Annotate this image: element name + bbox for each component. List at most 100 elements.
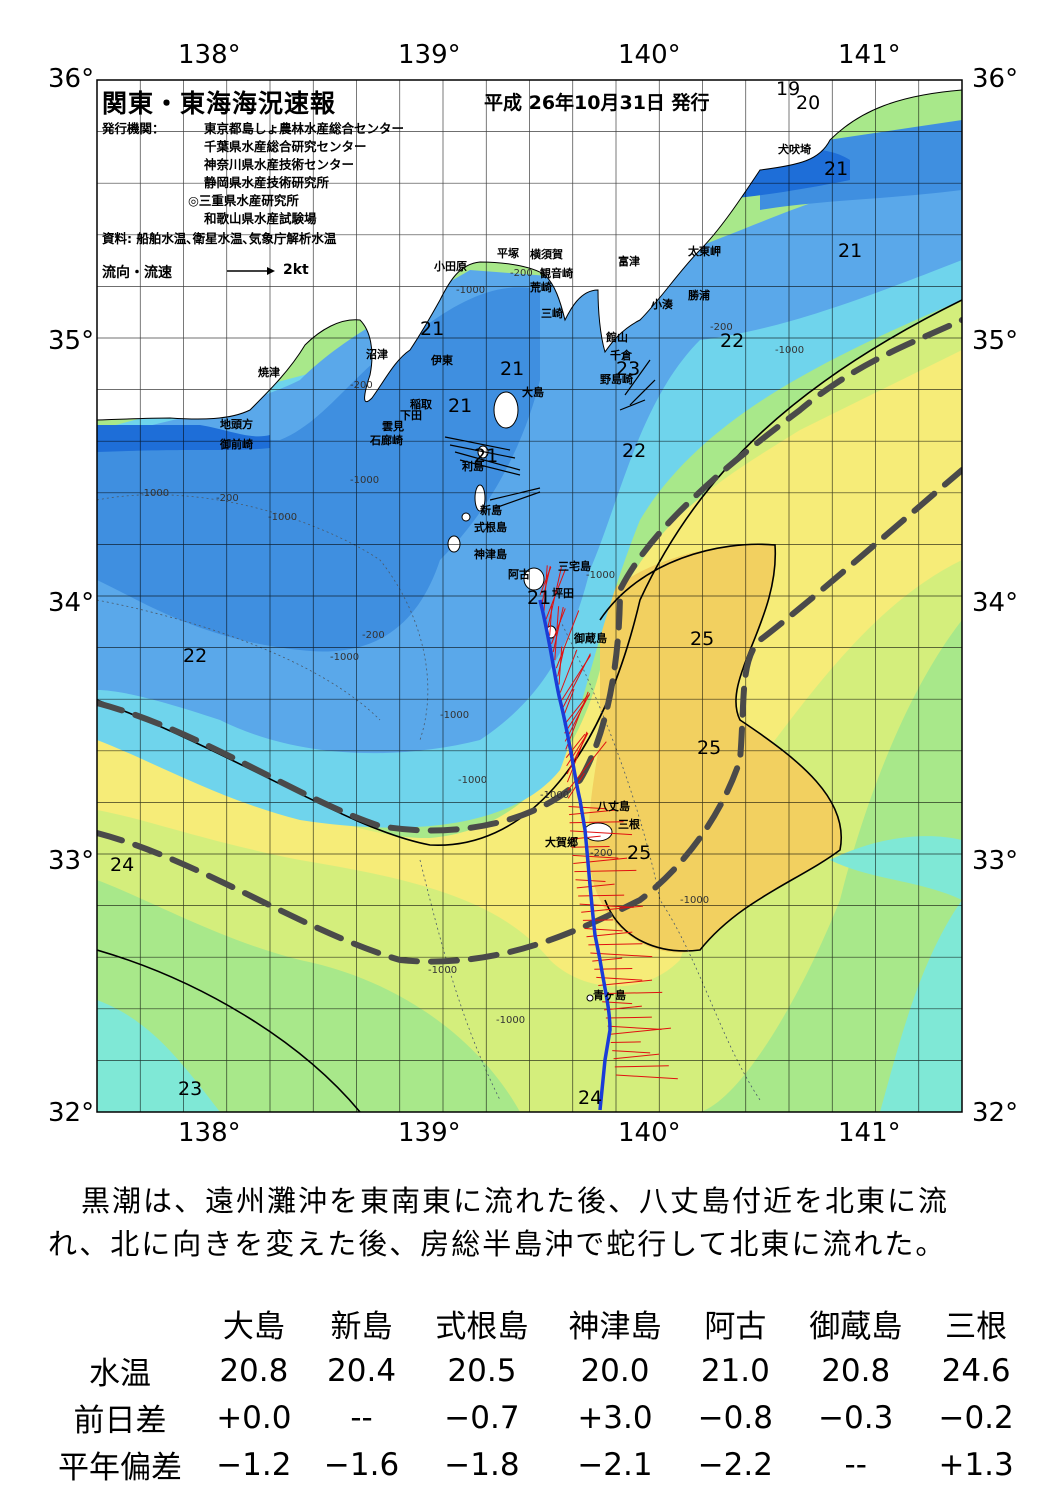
place-label: 稲取 <box>410 398 432 411</box>
current-vector <box>570 830 633 836</box>
institution-wakayama: 和歌山県水産試験場 <box>204 211 317 226</box>
current-vector <box>564 693 591 742</box>
depth-label: -1000 <box>680 895 710 906</box>
lat-label-34-right: 34° <box>972 588 1019 618</box>
depth-label: -1000 <box>268 512 298 523</box>
table-cell: −0.3 <box>818 1399 894 1436</box>
table-cell: −0.7 <box>444 1399 520 1436</box>
place-label: 下田 <box>400 409 422 422</box>
isotherm-label: 24 <box>578 1087 603 1109</box>
island-kozushima <box>447 535 461 553</box>
isotherm-label: 24 <box>110 854 135 876</box>
current-vector <box>574 869 637 873</box>
isotherm-label: 25 <box>697 737 722 759</box>
isotherm-label: 22 <box>720 330 745 352</box>
place-label: 石廊崎 <box>370 434 403 447</box>
lon-label-139-top: 139° <box>398 40 461 70</box>
current-vector <box>613 1053 660 1060</box>
issuer-label: 発行機関： <box>102 121 165 136</box>
table-cell: 20.5 <box>447 1352 517 1389</box>
sea-orange-area <box>588 544 842 953</box>
station-name: 三根 <box>945 1309 1008 1345</box>
current-vector <box>590 952 653 958</box>
table-cell: −2.2 <box>697 1446 773 1483</box>
isotherm-label: 21 <box>838 240 863 262</box>
depth-label: -1000 <box>440 710 470 721</box>
current-vector <box>592 957 623 962</box>
table-cell: −1.6 <box>323 1446 400 1483</box>
place-label: 青ヶ島 <box>593 989 626 1002</box>
current-vector <box>578 894 625 897</box>
lon-label-140-top: 140° <box>618 40 681 70</box>
place-label: 神津島 <box>474 548 507 561</box>
map-frame <box>96 79 963 1113</box>
station-name: 新島 <box>330 1309 393 1345</box>
place-label: 大島 <box>522 386 544 399</box>
place-label: 沼津 <box>366 348 388 361</box>
current-vector <box>600 991 663 995</box>
row-label: 水温 <box>89 1356 151 1392</box>
current-vector <box>549 605 553 636</box>
current-vector <box>569 809 615 816</box>
station-name: 御蔵島 <box>809 1309 903 1345</box>
row-label: 前日差 <box>73 1403 167 1439</box>
depth-label: -200 <box>590 848 613 859</box>
place-label: 御蔵島 <box>574 632 607 645</box>
sea-temperature-map: 138° 139° 140° 141° 138° 139° 140° 141° … <box>48 40 1019 1148</box>
place-label: 式根島 <box>474 521 507 534</box>
current-vector <box>555 610 580 669</box>
ship-track <box>538 599 612 1111</box>
current-vector <box>607 1025 662 1030</box>
current-vector <box>598 979 653 987</box>
institution-shizuoka: 静岡県水産技術研究所 <box>204 175 330 190</box>
isotherm-label: 20 <box>796 92 821 114</box>
current-vector <box>612 1050 651 1054</box>
lon-label-138-bottom: 138° <box>178 1118 241 1148</box>
island-shikinejima <box>461 512 471 522</box>
place-label: 三根 <box>618 818 640 831</box>
legend-label: 流向・流速 <box>102 265 172 281</box>
current-vector <box>571 845 610 848</box>
current-vector <box>554 606 560 661</box>
table-cell: -- <box>350 1399 373 1436</box>
table-cell: 20.8 <box>821 1352 891 1389</box>
depth-label: -200 <box>362 630 385 641</box>
institution-chiba: 千葉県水産総合研究センター <box>204 139 367 154</box>
table-row: 平年偏差 −1.2 −1.6 −1.8 −2.1 −2.2 -- +1.3 <box>40 1441 1030 1488</box>
depth-label: -1000 <box>428 965 458 976</box>
current-vector <box>610 1041 641 1043</box>
table-cell: +3.0 <box>577 1399 653 1436</box>
lat-label-35-right: 35° <box>972 326 1019 356</box>
place-label: 新島 <box>480 504 502 517</box>
summary-text: 黒潮は、遠州灘沖を東南東に流れた後、八丈島付近を北東に流れ、北に向きを変えた後、… <box>48 1184 950 1261</box>
isotherm-label: 22 <box>183 645 208 667</box>
station-name: 阿古 <box>704 1309 767 1345</box>
place-label: 焼津 <box>258 366 280 379</box>
island-niijima <box>474 484 486 512</box>
lat-label-36-left: 36° <box>48 64 95 94</box>
current-vector <box>562 688 575 718</box>
place-label: 三崎 <box>541 307 563 320</box>
station-name: 式根島 <box>435 1309 529 1345</box>
institution-mie: ◎三重県水産研究所 <box>188 193 299 208</box>
depth-label: -1000 <box>330 652 360 663</box>
table-cell: −0.2 <box>938 1399 1014 1436</box>
isotherm-label: 21 <box>527 587 552 609</box>
place-label: 大賀郷 <box>545 836 578 849</box>
coastal-vectors <box>444 359 656 509</box>
table-cell: 20.0 <box>580 1352 650 1389</box>
depth-label: -1000 <box>140 488 170 499</box>
institution-kanagawa: 神奈川県水産技術センター <box>204 157 355 172</box>
corner-cell <box>40 1300 200 1347</box>
table-header-row: 大島 新島 式根島 神津島 阿古 御蔵島 三根 <box>40 1300 1030 1347</box>
kuroshio-path-lines <box>97 317 962 965</box>
issue-date: 平成 26年10月31日 発行 <box>484 92 710 114</box>
depth-label: -200 <box>350 380 373 391</box>
place-label: 荒崎 <box>530 281 552 294</box>
observation-table: 大島 新島 式根島 神津島 阿古 御蔵島 三根 水温 20.8 20.4 20.… <box>40 1300 1030 1488</box>
lat-lon-grid <box>97 80 962 1112</box>
depth-label: -200 <box>510 268 533 279</box>
depth-label: -1000 <box>775 345 805 356</box>
isotherm-label: 21 <box>474 445 499 467</box>
place-label: 館山 <box>606 331 628 344</box>
